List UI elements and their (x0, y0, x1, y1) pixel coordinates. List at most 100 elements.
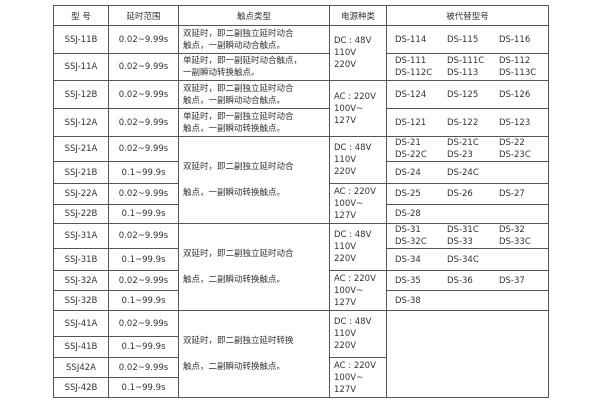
replaced-model: DS-33C (499, 237, 531, 247)
power-ac: AC : 220V 100V~ 127V (329, 357, 387, 398)
range-cell: 0.02~9.99s (108, 270, 179, 291)
range: 0.02~9.99s (118, 34, 169, 45)
model-cell: SSJ-41B (53, 336, 109, 358)
model-cell: SSJ-31B (53, 248, 109, 271)
replaced-model: DS-112 (499, 56, 531, 66)
range: 0.02~9.99s (118, 189, 169, 199)
replaced-model: DS-36 (447, 275, 473, 286)
replaced-model: DS-22C (395, 150, 427, 160)
power-line: 127V (334, 384, 357, 395)
range: 0.02~9.99s (118, 318, 169, 329)
header-replaced: 被代替型号 (386, 5, 549, 26)
replaced-model: DS-24 (395, 167, 421, 178)
contact-line: 一副瞬动转换触点。 (183, 68, 260, 78)
replaced-model: DS-32C (395, 237, 427, 247)
replaced-cell: DS-31 DS-31C DS-32 DS-32C DS-33 DS-33C (386, 223, 549, 249)
contact-line: 触点，一副瞬动动合触点。 (183, 40, 286, 51)
range-cell: 0.02~9.99s (108, 136, 179, 162)
replaced-model: DS-31C (447, 225, 479, 235)
contact-cell: 双延时，即二副独立延时动合 触点，二副瞬动转换触点。 (178, 223, 330, 311)
replaced-model: DS-33 (447, 237, 473, 247)
contact-cell: 双延时，即二副独立延时转换 触点，二副瞬动转换触点。 (178, 310, 330, 398)
header-model: 型 号 (53, 5, 109, 26)
replaced-model: DS-37 (499, 275, 525, 286)
replaced-model: DS-23C (499, 150, 531, 160)
replaced-cell: DS-34 DS-34C (386, 248, 549, 271)
contact-cell: 双延时，即二副独立延时动合 触点，一副瞬动动合触点。 (178, 25, 330, 54)
range-cell: 0.1~99.9s (108, 336, 179, 358)
table-row: SSJ-12A 0.02~9.99s 单延时，即一副独立延时动合 触点，一副瞬动转换触… (53, 108, 549, 137)
power-line: DC : 48V (334, 36, 372, 46)
table-row: SSJ-32A 0.02~9.99s AC : 220V 100V~ 127V DS-35… (53, 270, 549, 311)
contact-line: 双延时，即二副独立延时动合 (183, 28, 294, 39)
range-cell: 0.02~9.99s (108, 357, 179, 378)
model: SSJ-11A (64, 62, 98, 72)
power-line: 100V~ (334, 285, 364, 296)
range: 0.1~99.9s (121, 254, 166, 265)
model: SSJ-31B (64, 254, 98, 265)
range-cell: 0.1~99.9s (108, 377, 179, 398)
replaced-model: DS-115 (447, 34, 479, 45)
model: SSJ-12A (64, 117, 98, 128)
model: SSJ-21B (64, 167, 98, 178)
contact-line: 单延时，即一副延时动合触点， (183, 56, 303, 66)
range-cell: 0.02~9.99s (108, 53, 179, 81)
replaced-model: DS-25 (395, 189, 421, 199)
power-line: 127V (334, 297, 357, 308)
replaced-model: DS-121 (395, 117, 427, 128)
replaced-model: DS-116 (499, 34, 531, 45)
model-cell: SSJ42A (53, 357, 109, 378)
contact-line: 触点，二副瞬动转换触点。 (183, 362, 286, 372)
range: 0.1~99.9s (121, 382, 166, 393)
replaced-model: DS-34C (447, 254, 479, 265)
model-cell: SSJ-22A (53, 183, 109, 205)
contact-line: 双延时，即二副独立延时动合 (183, 162, 294, 172)
replaced-model: DS-38 (395, 295, 421, 306)
range: 0.1~99.9s (121, 167, 166, 178)
replaced-model: DS-112C (395, 68, 433, 78)
power-ac: AC : 220V 100V~ 127V (329, 80, 387, 137)
range-cell: 0.02~9.99s (108, 310, 179, 337)
replaced-model: DS-21 (395, 138, 421, 148)
replaced-model: DS-31 (395, 225, 421, 235)
table-row: SSJ-31B 0.1~99.9s DS-34 DS-34C (53, 248, 549, 271)
replaced-cell: DS-24 DS-24C (386, 161, 549, 184)
power-line: AC : 220V (334, 91, 376, 102)
model-cell: SSJ-12A (53, 108, 109, 137)
model: SSJ42A (66, 362, 96, 373)
power-line: 110V (334, 48, 357, 58)
model: SSJ-41B (64, 342, 98, 352)
table-row: SSJ-21A 0.02~9.99s 双延时，即二副独立延时动合 触点，一副瞬动转换触… (53, 136, 549, 224)
model: SSJ-21A (64, 144, 98, 154)
power-dc: DC : 48V 110V 220V (329, 310, 387, 358)
replaced-cell-empty (386, 310, 549, 398)
power-line: 220V (334, 167, 357, 177)
range: 0.1~99.9s (121, 342, 166, 352)
replaced-model: DS-113C (499, 68, 537, 78)
model: SSJ-42B (64, 382, 98, 393)
header-range: 延时范围 (108, 5, 179, 26)
range-cell: 0.1~99.9s (108, 248, 179, 271)
replaced-cell: DS-21 DS-21C DS-22 DS-22C DS-23 DS-23C (386, 136, 549, 162)
replaced-model: DS-35 (395, 275, 421, 286)
replaced-model: DS-111C (447, 56, 485, 66)
table-row: SSJ-11A 0.02~9.99s 单延时，即一副延时动合触点， 一副瞬动转换触点。… (53, 53, 549, 81)
range-cell: 0.02~9.99s (108, 25, 179, 54)
replaced-model: DS-27 (499, 189, 525, 199)
range: 0.02~9.99s (118, 362, 169, 373)
model-cell: SSJ-11A (53, 53, 109, 81)
replaced-model: DS-21C (447, 138, 479, 148)
power-line: DC : 48V (334, 230, 372, 240)
replaced-model: DS-32 (499, 225, 525, 235)
replaced-model: DS-123 (499, 117, 531, 128)
replaced-model: DS-22 (499, 138, 525, 148)
table-row: SSJ-31A 0.02~9.99s 双延时，即二副独立延时动合 触点，二副瞬动转换触… (53, 223, 549, 311)
model: SSJ-22B (64, 209, 98, 219)
power-line: 220V (334, 341, 357, 351)
table-row: SSJ-21B 0.1~99.9s DS-24 DS-24C (53, 161, 549, 184)
model-cell: SSJ-41A (53, 310, 109, 337)
replaced-cell: DS-38 (386, 290, 549, 311)
model-cell: SSJ-22B (53, 204, 109, 224)
model-cell: SSJ-21B (53, 161, 109, 184)
model: SSJ-41A (64, 318, 98, 329)
